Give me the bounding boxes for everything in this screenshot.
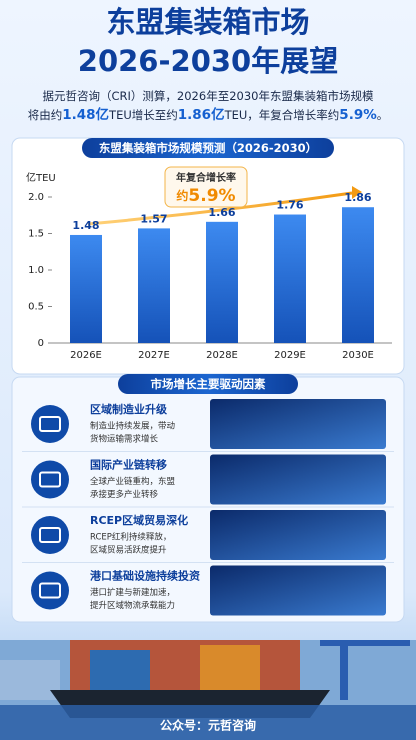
y-axis-label: 亿TEU: [26, 171, 56, 184]
driver-desc: 港口扩建与新建加速，: [90, 587, 175, 598]
icon-glyph: [39, 416, 61, 432]
trend-arrow: [87, 191, 353, 226]
intro-text: 据元哲咨询（CRI）测算，2026年至2030年东盟集装箱市场规模: [43, 89, 374, 103]
y-tick-label: 0: [38, 338, 44, 349]
value-label: 1.48: [72, 219, 99, 232]
intro-text: 1.48亿: [62, 106, 109, 123]
driver-image: [210, 399, 386, 449]
bar: [138, 228, 170, 343]
y-tick-label: 0.5: [28, 302, 44, 313]
driver-image: [210, 510, 386, 560]
city: [0, 660, 60, 700]
intro: 据元哲咨询（CRI）测算，2026年至2030年东盟集装箱市场规模: [43, 89, 374, 103]
water: [0, 705, 416, 740]
icon: [31, 516, 69, 554]
y-tick-label: 2.0: [28, 192, 44, 203]
icon-glyph: [39, 471, 61, 488]
title: 2026-2030年展望: [78, 44, 338, 78]
intro-text: 1.86亿: [178, 106, 225, 123]
cagr-prefix: 约: [176, 188, 188, 203]
bar: [342, 207, 374, 343]
crane: [340, 640, 348, 700]
port-scene: [0, 640, 416, 740]
value-label: 1.57: [140, 212, 167, 225]
y-tick-label: 1.5: [28, 229, 44, 240]
icon-glyph: [39, 582, 61, 599]
bar: [70, 234, 102, 343]
cagr-label: 年复合增长率: [176, 171, 236, 184]
driver-title: RCEP区域贸易深化: [90, 513, 188, 527]
x-tick-label: 2026E: [70, 350, 102, 361]
x-tick-label: 2028E: [206, 350, 238, 361]
driver-image: [210, 565, 386, 616]
containers: [90, 650, 150, 690]
driver-title: 港口基础设施持续投资: [90, 569, 200, 583]
bar: [206, 221, 238, 343]
x-tick-label: 2029E: [274, 350, 306, 361]
icon-glyph: [39, 527, 61, 543]
icon: [31, 460, 69, 499]
driver-title: 国际产业链转移: [90, 458, 167, 472]
intro-text: 5.9%: [339, 107, 377, 123]
intro-text: 将由约: [28, 108, 63, 122]
arrow-head: [352, 186, 362, 199]
driver-desc: RCEP红利持续释放，: [90, 532, 171, 543]
y-tick-label: 1.0: [28, 265, 44, 276]
value-label: 1.66: [208, 206, 235, 219]
intro: 将由约1.48亿TEU增长至约1.86亿TEU，年复合增长率约5.9%。: [28, 106, 389, 123]
chart-title: 东盟集装箱市场规模预测（2026-2030）: [99, 141, 317, 155]
cagr-box: [164, 166, 248, 208]
value-label: 1.86: [344, 191, 371, 204]
drivers-title: 市场增长主要驱动因素: [151, 377, 266, 391]
footer: 公众号：元哲咨询: [160, 718, 256, 733]
bar: [274, 214, 306, 343]
driver-desc: 全球产业链重构，东盟: [90, 476, 176, 487]
driver-image: [210, 454, 386, 505]
containers: [200, 645, 260, 690]
driver-title: 区域制造业升级: [90, 402, 168, 416]
x-tick-label: 2030E: [342, 350, 374, 361]
drivers-title-pill: [118, 374, 298, 394]
driver-desc: 提升区域物流承载能力: [90, 600, 175, 611]
icon: [31, 571, 69, 610]
x-tick-label: 2027E: [138, 350, 170, 361]
driver-desc: 制造业持续发展，带动: [90, 421, 176, 432]
driver-desc: 货物运输需求增长: [90, 434, 159, 445]
title: 东盟集装箱市场: [106, 5, 309, 39]
intro-text: 。: [377, 108, 389, 122]
icon: [31, 405, 69, 443]
chart-title-pill: [82, 138, 334, 158]
intro-text: TEU增长至约: [108, 108, 178, 122]
driver-desc: 承接更多产业转移: [90, 489, 159, 500]
cagr-value: 约5.9%: [176, 186, 235, 206]
intro-text: TEU，年复合增长率约: [224, 108, 340, 122]
cagr-number: 5.9%: [188, 186, 235, 206]
crane: [320, 640, 410, 646]
value-label: 1.76: [276, 199, 303, 212]
driver-desc: 区域贸易活跃度提升: [90, 545, 167, 556]
